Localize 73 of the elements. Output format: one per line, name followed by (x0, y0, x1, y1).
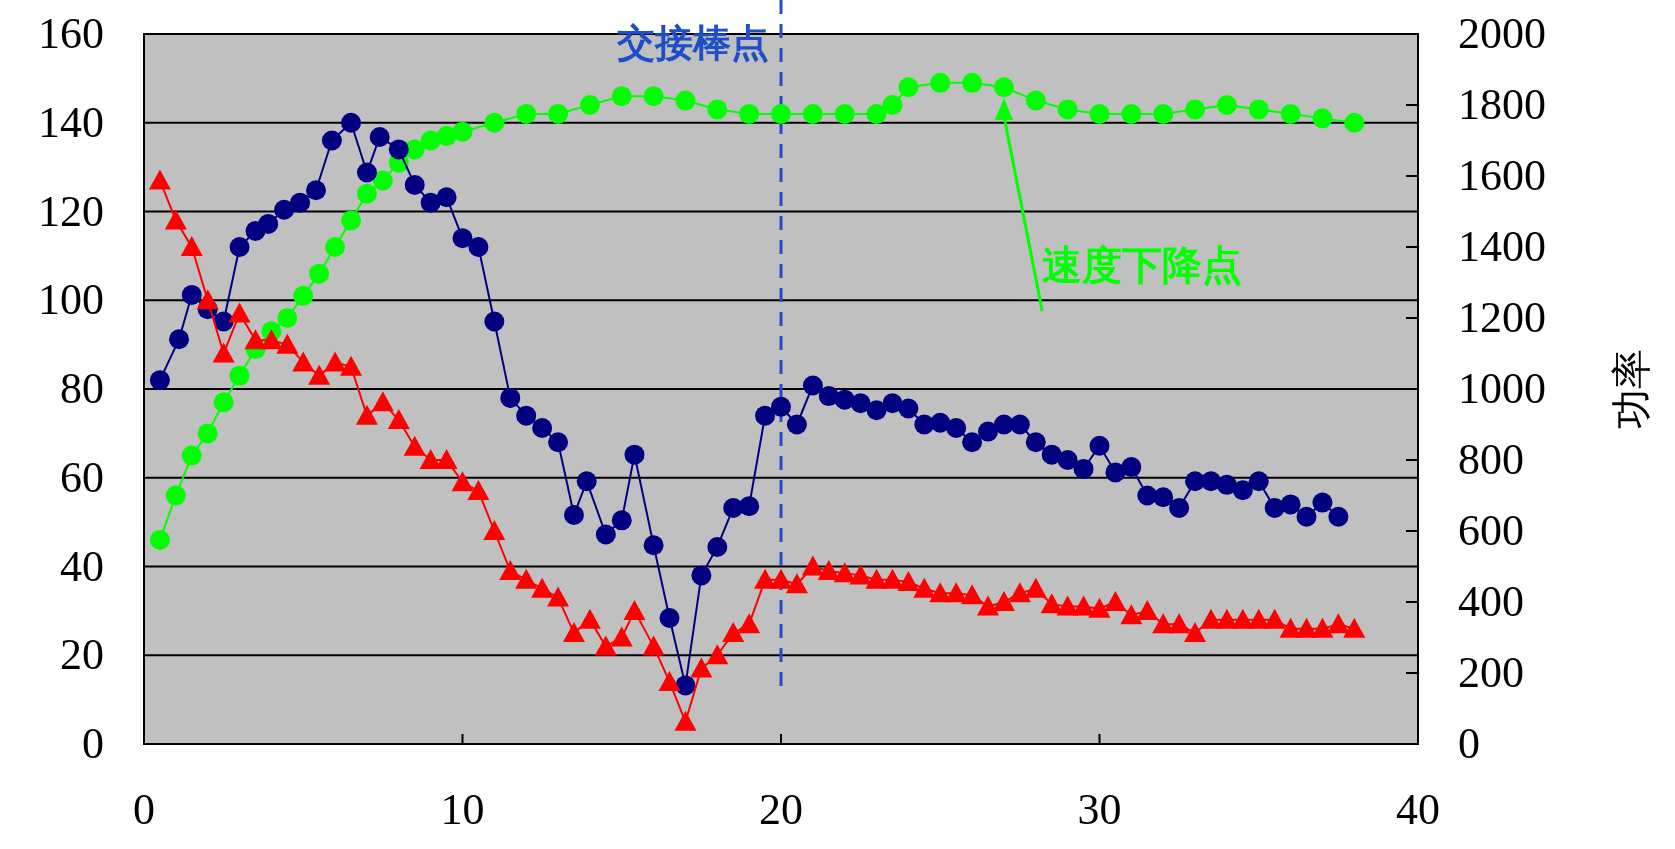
y2-tick-label: 2000 (1458, 9, 1546, 58)
point (1185, 99, 1206, 120)
point (325, 237, 346, 257)
point (420, 130, 441, 151)
y2-tick-label: 1600 (1458, 151, 1546, 200)
point (739, 103, 760, 124)
point (866, 103, 887, 124)
ref-line-label: 交接棒点 (616, 21, 769, 65)
y2-tick-label: 1800 (1458, 80, 1546, 129)
y-tick-label: 160 (38, 9, 104, 58)
point (277, 308, 298, 328)
point (452, 121, 473, 142)
y2-tick-label: 1000 (1458, 364, 1546, 413)
point (1344, 112, 1365, 133)
point (436, 126, 457, 147)
y2-tick-label: 600 (1458, 506, 1524, 555)
y-tick-label: 80 (60, 364, 104, 413)
point (149, 529, 170, 550)
point (372, 170, 393, 191)
point (962, 72, 983, 93)
point (197, 423, 218, 444)
y-tick-label: 40 (60, 541, 104, 591)
point (898, 77, 919, 98)
point (882, 95, 903, 115)
point (1248, 99, 1269, 120)
point (643, 86, 664, 107)
point (993, 77, 1014, 98)
point (181, 445, 202, 466)
point (579, 95, 600, 115)
point (1280, 103, 1301, 124)
y-tick-label: 0 (82, 719, 104, 768)
point (516, 103, 537, 124)
point (341, 210, 362, 231)
point (1057, 99, 1078, 120)
x-tick-label: 10 (440, 785, 485, 834)
x-tick-label: 0 (133, 785, 155, 834)
y2-tick-label: 800 (1458, 435, 1524, 484)
y-tick-label: 20 (60, 630, 104, 680)
point (548, 103, 569, 124)
point (771, 103, 791, 124)
point (930, 72, 951, 93)
point (802, 103, 823, 124)
point (1216, 95, 1237, 115)
point (834, 103, 855, 124)
point (229, 365, 250, 386)
x-tick-label: 40 (1396, 785, 1440, 834)
point (165, 485, 186, 506)
annotation: 速度下降点 (1042, 241, 1243, 288)
point (1153, 103, 1174, 124)
y2-tick-label: 200 (1458, 648, 1524, 697)
point (213, 392, 234, 413)
point (611, 86, 632, 107)
point (1121, 103, 1142, 124)
y-tick-label: 140 (38, 97, 104, 147)
y2-tick-label: 0 (1458, 719, 1480, 768)
x-tick-label: 20 (759, 785, 803, 834)
point (309, 263, 330, 284)
point (484, 112, 505, 133)
point (1089, 103, 1110, 124)
point (356, 183, 377, 204)
y-tick-label: 100 (38, 275, 104, 325)
y-tick-label: 120 (38, 186, 104, 236)
y-tick-label: 60 (60, 452, 104, 502)
y2-tick-label: 1400 (1458, 222, 1546, 271)
point (293, 285, 314, 306)
point (675, 90, 696, 111)
y2-tick-label: 1200 (1458, 293, 1546, 342)
point (707, 99, 728, 120)
x-tick-label: 30 (1077, 785, 1122, 834)
point (1312, 108, 1333, 129)
point (1025, 90, 1046, 111)
y2-tick-label: 400 (1458, 577, 1524, 626)
y2-axis-title: 功率 (1609, 349, 1654, 429)
